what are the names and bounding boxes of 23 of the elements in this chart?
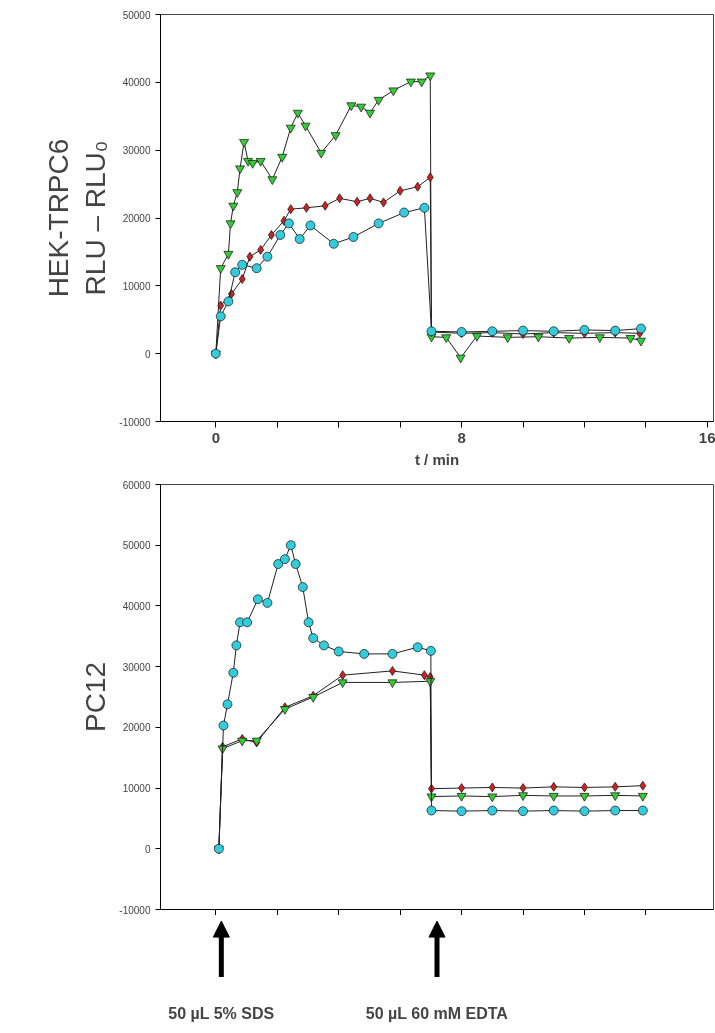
text: 50 µL 5% SDS <box>168 1004 275 1022</box>
y-tick-label: 10000 <box>122 783 151 795</box>
y-tick-label: 60000 <box>122 479 151 491</box>
y-tick-label: 30000 <box>122 661 151 673</box>
x-tick-label: 8 <box>457 428 466 446</box>
y-tick-label: 0 <box>144 348 151 360</box>
y-tick-label: 20000 <box>122 213 151 224</box>
y-axis-title: PC12 <box>80 661 112 733</box>
x-tick-label: 16 <box>698 428 715 446</box>
y-tick-label: 30000 <box>122 145 151 157</box>
y-tick-label: 20000 <box>122 722 151 734</box>
y-tick-label: -10000 <box>119 416 151 428</box>
text: 50 µL 60 mM EDTA <box>365 1004 509 1022</box>
y-tick-label: 40000 <box>122 600 151 612</box>
y-axis-title: HEK-TRPC6 RLU – RLU₀ <box>43 138 112 298</box>
y-tick-label: 0 <box>144 843 151 855</box>
y-tick-label: 10000 <box>122 280 151 292</box>
x-axis-title: t / min <box>414 450 460 468</box>
y-tick-label: 40000 <box>122 77 151 89</box>
y-tick-label: -10000 <box>119 904 151 916</box>
y-tick-label: 50000 <box>122 540 151 552</box>
y-tick-label: 50000 <box>122 9 151 21</box>
x-tick-label: 0 <box>211 428 220 446</box>
